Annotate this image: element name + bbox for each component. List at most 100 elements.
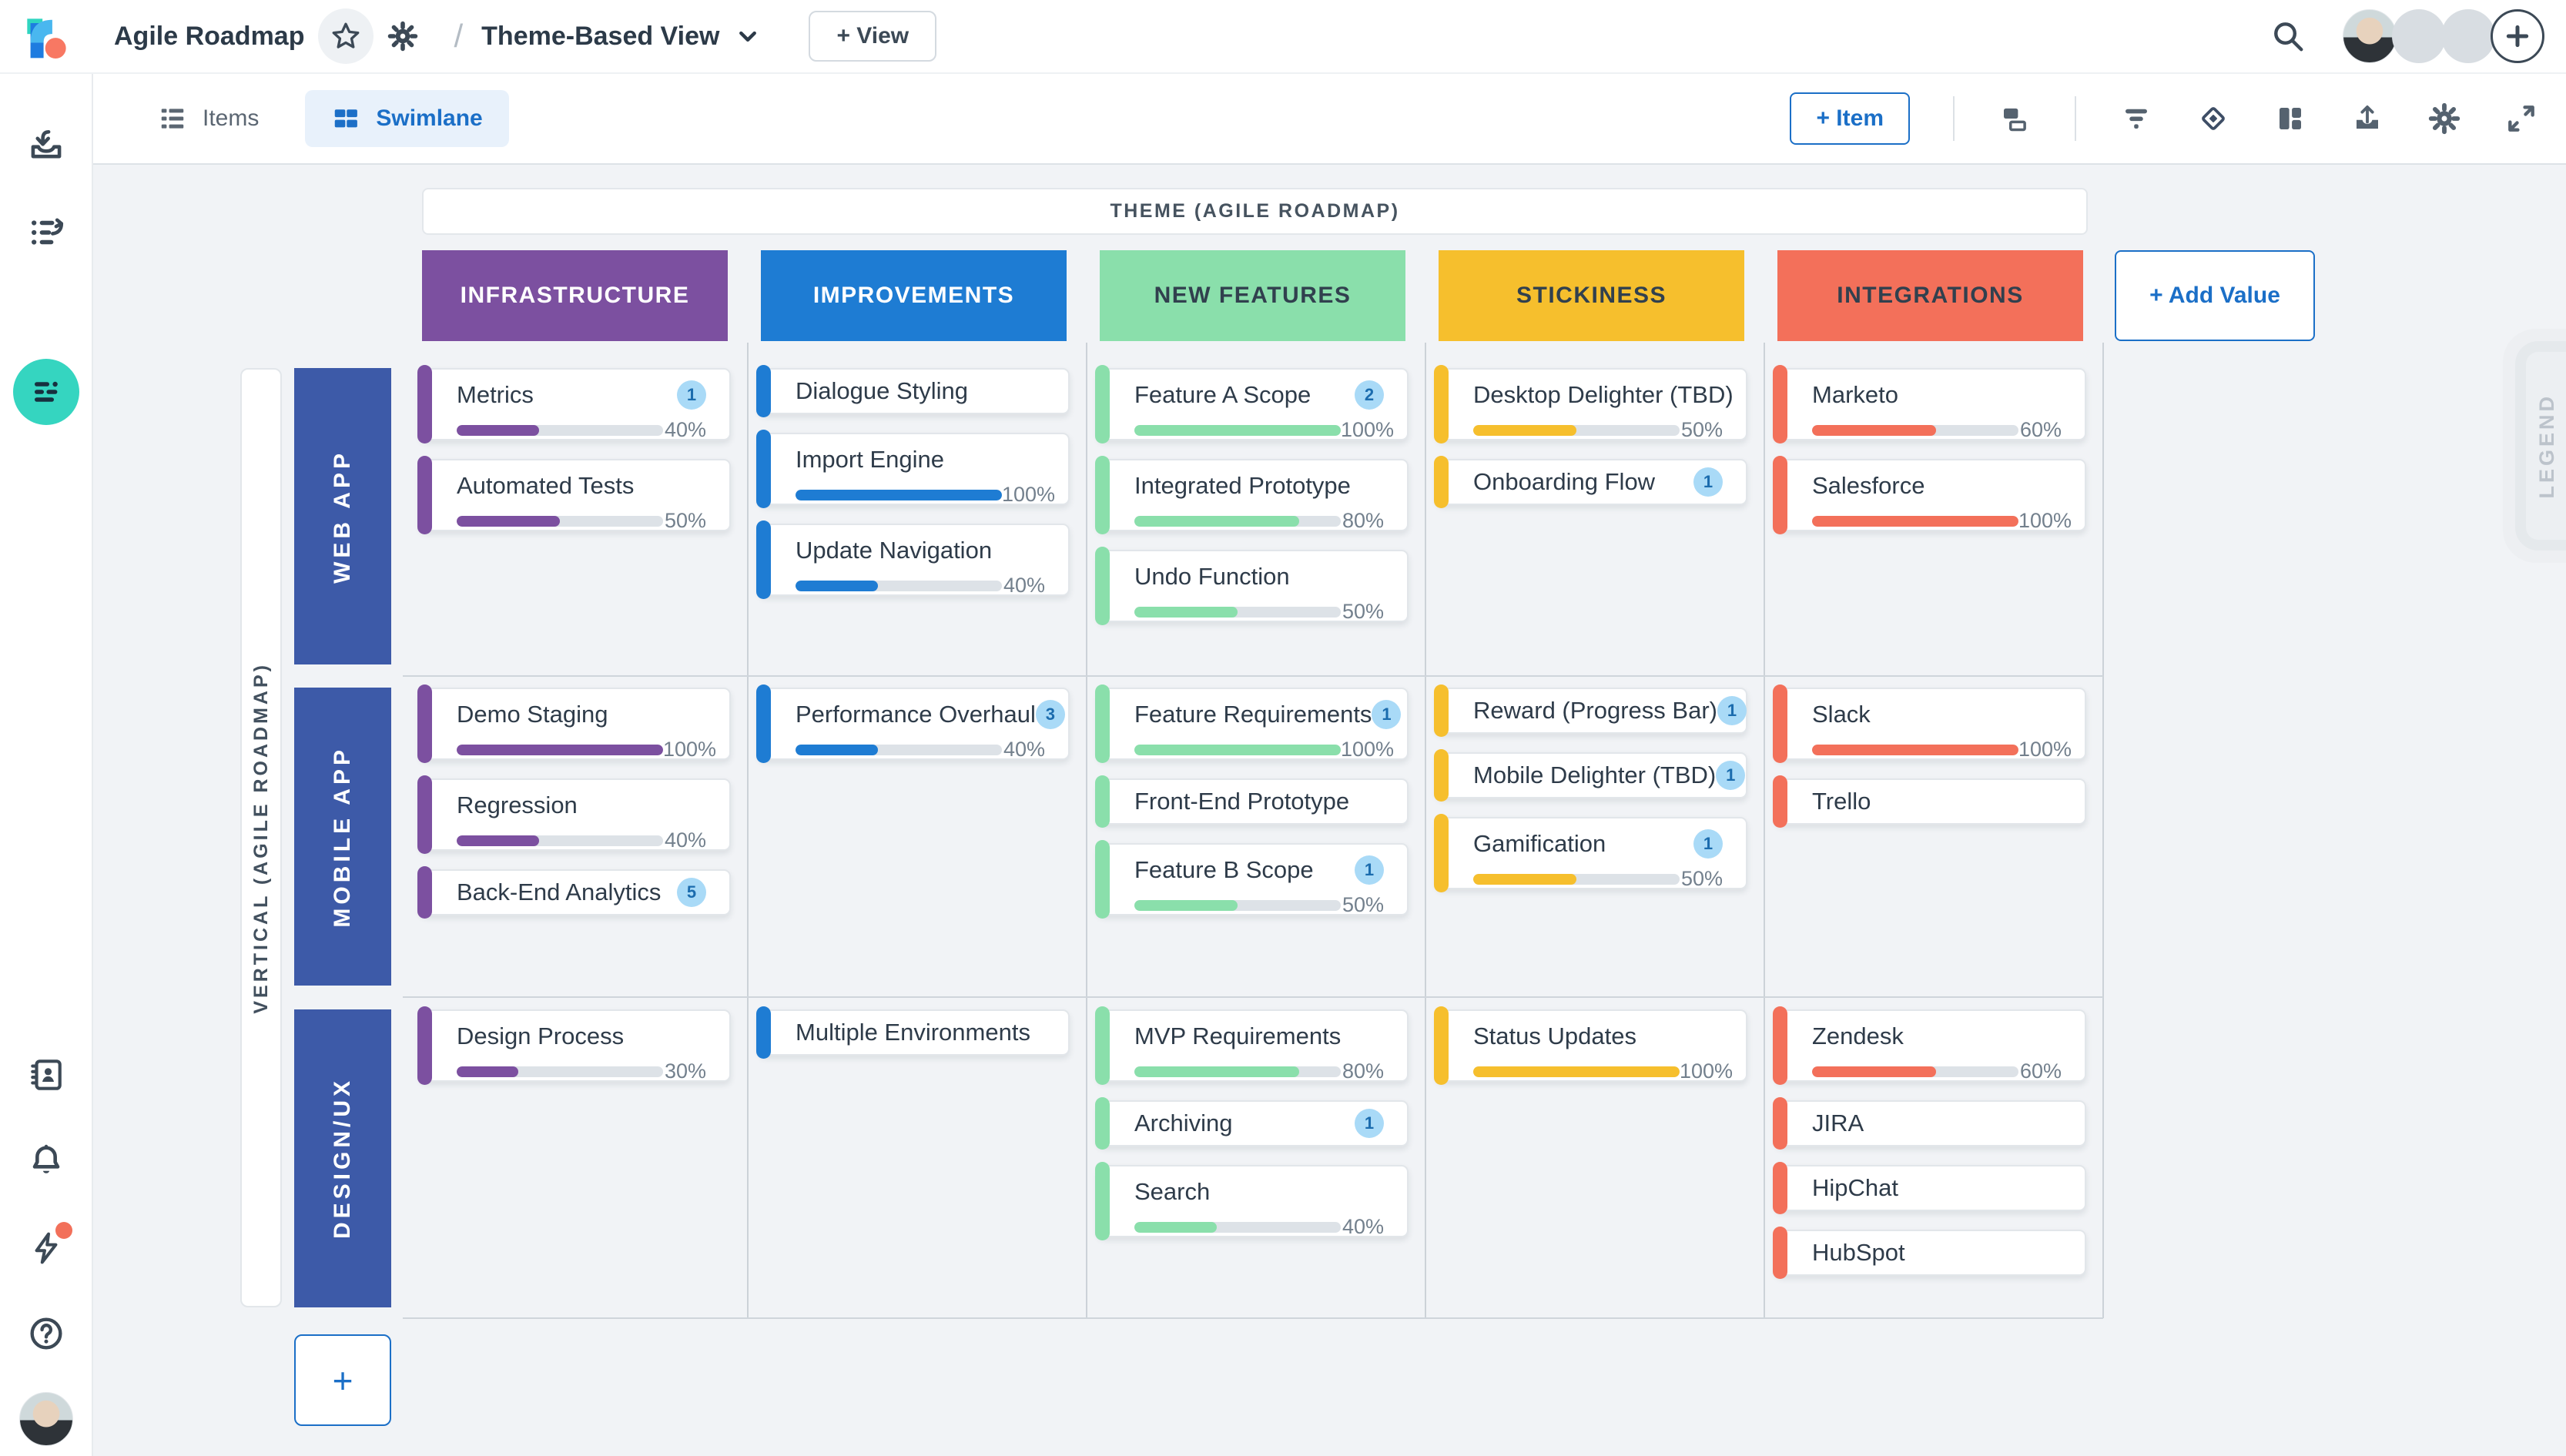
settings-gear-icon[interactable]: [2427, 102, 2461, 136]
roadmap-item-card[interactable]: Metrics 1 40%: [417, 365, 731, 443]
item-title-row: Integrated Prototype: [1134, 470, 1384, 502]
column-header-new-features[interactable]: NEW FEATURES: [1100, 250, 1405, 341]
roadmap-item-card[interactable]: Design Process 30%: [417, 1006, 731, 1085]
item-progress-percent: 40%: [1003, 574, 1045, 597]
item-progress-fill: [1812, 424, 1936, 436]
swimlane-canvas: THEME (AGILE ROADMAP) INFRASTRUCTURE IMPR…: [93, 165, 2566, 1456]
notifications-bell-icon[interactable]: [26, 1140, 66, 1180]
milestone-diamond-icon[interactable]: [2196, 102, 2230, 136]
item-progress-bar: [1134, 1066, 1341, 1077]
view-chevron-down-icon[interactable]: [733, 22, 762, 51]
column-header-improvements[interactable]: IMPROVEMENTS: [761, 250, 1067, 341]
roadmap-item-card[interactable]: MVP Requirements 80%: [1095, 1006, 1409, 1085]
roadmap-item-card[interactable]: Reward (Progress Bar) 1: [1434, 684, 1747, 737]
roadmap-item-card[interactable]: Slack 100%: [1773, 684, 2086, 763]
roadmap-item-card[interactable]: Search 40%: [1095, 1162, 1409, 1240]
roadmap-item-card[interactable]: Front-End Prototype: [1095, 775, 1409, 828]
roadmap-item-card[interactable]: Salesforce 100%: [1773, 456, 2086, 534]
layout-columns-icon[interactable]: [2273, 102, 2307, 136]
roadmap-item-card[interactable]: Status Updates 100%: [1434, 1006, 1747, 1085]
item-progress-fill: [796, 580, 879, 591]
item-title-row: Mobile Delighter (TBD) 1: [1473, 759, 1746, 792]
item-progress-row: 60%: [1812, 1059, 2062, 1083]
column-header-infrastructure[interactable]: INFRASTRUCTURE: [422, 250, 728, 341]
item-progress-fill: [457, 835, 540, 846]
roadmap-item-card[interactable]: Feature Requirements 1 100%: [1095, 684, 1409, 763]
roadmap-item-card[interactable]: Update Navigation 40%: [756, 520, 1070, 599]
roadmap-item-card[interactable]: Onboarding Flow 1: [1434, 456, 1747, 508]
item-count-badge: 5: [677, 878, 706, 907]
item-accent-bar: [1095, 840, 1110, 919]
roadmunk-logo[interactable]: [18, 10, 71, 62]
item-progress-percent: 30%: [664, 1059, 706, 1083]
filter-icon[interactable]: [2119, 102, 2153, 136]
add-row-button[interactable]: +: [294, 1334, 391, 1426]
roadmap-item-card[interactable]: HubSpot: [1773, 1227, 2086, 1279]
add-collaborator-button[interactable]: [2491, 9, 2544, 63]
item-title-row: Trello: [1812, 785, 2062, 818]
add-item-button[interactable]: + Item: [1790, 92, 1910, 145]
item-progress-bar: [1134, 899, 1341, 911]
roadmap-item-card[interactable]: HipChat: [1773, 1162, 2086, 1214]
item-progress-fill: [1134, 424, 1341, 436]
item-progress-row: 100%: [1134, 738, 1394, 761]
import-icon[interactable]: [26, 126, 66, 166]
roadmap-item-card[interactable]: Feature B Scope 1 50%: [1095, 840, 1409, 919]
collaborator-avatar-photo[interactable]: [2343, 9, 2397, 63]
favorite-star-icon[interactable]: [318, 8, 374, 64]
item-title-row: Metrics 1: [457, 379, 706, 411]
roadmap-item-card[interactable]: Marketo 60%: [1773, 365, 2086, 443]
roadmap-item-card[interactable]: Gamification 1 50%: [1434, 814, 1747, 892]
roadmap-item-card[interactable]: Trello: [1773, 775, 2086, 828]
swimlane-row-label-design-ux[interactable]: DESIGN/UX: [294, 1009, 391, 1307]
roadmap-item-card[interactable]: Automated Tests 50%: [417, 456, 731, 534]
item-progress-bar: [1134, 515, 1341, 527]
tab-swimlane[interactable]: Swimlane: [305, 90, 509, 147]
roadmap-item-card[interactable]: Multiple Environments: [756, 1006, 1070, 1059]
expand-icon[interactable]: [2504, 102, 2538, 136]
help-icon[interactable]: [26, 1314, 66, 1354]
add-view-button[interactable]: + View: [809, 11, 937, 62]
roadmap-item-card[interactable]: Feature A Scope 2 100%: [1095, 365, 1409, 443]
roadmap-item-card[interactable]: Dialogue Styling: [756, 365, 1070, 417]
search-icon[interactable]: [2270, 18, 2306, 54]
roadmap-item-card[interactable]: Import Engine 100%: [756, 430, 1070, 508]
item-accent-bar: [1773, 1162, 1787, 1214]
whats-new-lightning-icon[interactable]: [26, 1222, 72, 1268]
roadmap-item-card[interactable]: Archiving 1: [1095, 1097, 1409, 1150]
user-avatar[interactable]: [18, 1392, 73, 1446]
collaborator-avatar-empty[interactable]: [2441, 9, 2495, 63]
history-list-icon[interactable]: [26, 213, 66, 253]
roadmap-item-card[interactable]: Zendesk 60%: [1773, 1006, 2086, 1085]
roadmap-item-card[interactable]: Mobile Delighter (TBD) 1: [1434, 749, 1747, 802]
item-progress-percent: 100%: [1341, 418, 1395, 441]
roadmap-item-card[interactable]: Desktop Delighter (TBD) 50%: [1434, 365, 1747, 443]
roadmap-item-card[interactable]: Back-End Analytics 5: [417, 866, 731, 919]
collaborator-avatar-empty[interactable]: [2392, 9, 2446, 63]
roadmap-item-card[interactable]: Demo Staging 100%: [417, 684, 731, 763]
roadmap-settings-gear-icon[interactable]: [375, 8, 430, 64]
roadmap-item-card[interactable]: Performance Overhaul 3 40%: [756, 684, 1070, 763]
swimlane-row-label-web-app[interactable]: WEB APP: [294, 368, 391, 664]
roadmap-item-card[interactable]: Undo Function 50%: [1095, 547, 1409, 625]
tab-items[interactable]: Items: [132, 90, 285, 147]
roadmap-item-card[interactable]: Integrated Prototype 80%: [1095, 456, 1409, 534]
item-progress-percent: 100%: [663, 738, 717, 761]
item-title-row: Reward (Progress Bar) 1: [1473, 695, 1747, 727]
column-header-integrations[interactable]: INTEGRATIONS: [1777, 250, 2083, 341]
contacts-book-icon[interactable]: [26, 1055, 66, 1095]
add-value-button[interactable]: + Add Value: [2115, 250, 2315, 341]
card-layout-icon[interactable]: [1998, 102, 2032, 136]
swimlane-row-label-mobile-app[interactable]: MOBILE APP: [294, 688, 391, 986]
legend-tab[interactable]: LEGEND: [2526, 352, 2566, 540]
theme-group-header[interactable]: THEME (AGILE ROADMAP): [422, 188, 2088, 235]
item-accent-bar: [756, 430, 771, 508]
item-progress-fill: [457, 744, 663, 755]
item-title: Feature Requirements: [1134, 701, 1372, 728]
swimlane-view-icon[interactable]: [12, 359, 79, 425]
roadmap-item-card[interactable]: JIRA: [1773, 1097, 2086, 1150]
column-header-stickiness[interactable]: STICKINESS: [1439, 250, 1744, 341]
export-icon[interactable]: [2350, 102, 2384, 136]
view-name[interactable]: Theme-Based View: [481, 21, 720, 51]
roadmap-item-card[interactable]: Regression 40%: [417, 775, 731, 854]
